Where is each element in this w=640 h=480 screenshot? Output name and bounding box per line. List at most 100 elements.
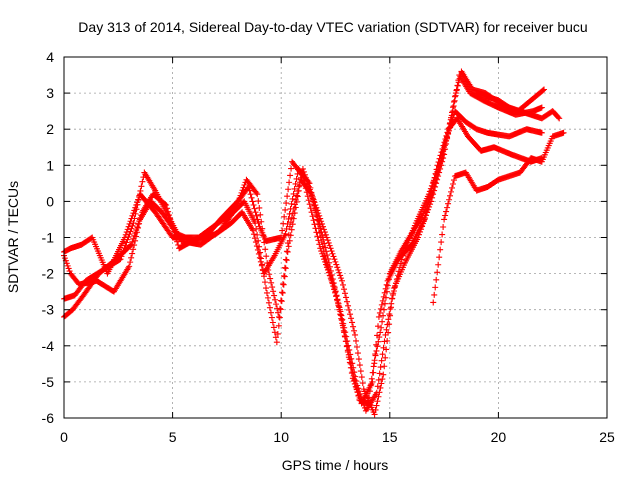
- data-point: [258, 255, 265, 262]
- data-point: [277, 306, 284, 313]
- data-point: [232, 205, 239, 212]
- data-point: [132, 210, 139, 217]
- data-point: [322, 244, 329, 251]
- data-point: [138, 212, 145, 219]
- data-point: [138, 183, 145, 190]
- data-point: [126, 263, 133, 270]
- data-point: [330, 280, 337, 287]
- data-point: [448, 114, 455, 121]
- data-point: [325, 259, 332, 266]
- data-point: [258, 218, 265, 225]
- y-tick-label: 0: [46, 193, 54, 209]
- data-point: [350, 323, 357, 330]
- data-point: [375, 376, 382, 383]
- data-point: [255, 237, 262, 244]
- data-point: [450, 177, 457, 184]
- data-point: [253, 212, 260, 219]
- data-point: [282, 206, 289, 213]
- data-point: [278, 298, 285, 305]
- data-point: [342, 290, 349, 297]
- data-point: [371, 411, 378, 418]
- data-point: [251, 235, 258, 242]
- data-point: [293, 175, 300, 182]
- data-point: [247, 191, 254, 198]
- data-point: [236, 195, 243, 202]
- x-axis-label: GPS time / hours: [282, 457, 389, 473]
- data-point: [538, 129, 545, 136]
- data-point: [423, 212, 430, 219]
- data-point: [432, 183, 439, 190]
- data-point: [282, 230, 289, 237]
- data-point: [442, 146, 449, 153]
- data-series: [61, 68, 567, 418]
- data-point: [299, 165, 306, 172]
- data-point: [331, 256, 338, 263]
- data-point: [328, 248, 335, 255]
- data-point: [430, 177, 437, 184]
- data-point: [358, 374, 365, 381]
- data-point: [436, 169, 443, 176]
- data-point: [427, 185, 434, 192]
- data-point: [285, 186, 292, 193]
- data-point: [285, 231, 292, 238]
- data-point: [376, 370, 383, 377]
- data-point: [441, 216, 448, 223]
- data-point: [436, 254, 443, 261]
- data-point: [337, 308, 344, 315]
- data-point: [347, 311, 354, 318]
- data-point: [315, 217, 322, 224]
- data-point: [293, 192, 300, 199]
- data-point: [319, 232, 326, 239]
- data-point: [382, 354, 389, 361]
- data-point: [338, 275, 345, 282]
- data-point: [446, 125, 453, 132]
- data-point: [262, 246, 269, 253]
- data-point: [286, 223, 293, 230]
- data-point: [312, 206, 319, 213]
- data-point: [125, 233, 132, 240]
- data-point: [130, 235, 137, 242]
- data-point: [452, 90, 459, 97]
- data-point: [254, 231, 261, 238]
- data-point: [343, 333, 350, 340]
- data-point: [323, 234, 330, 241]
- data-point: [305, 197, 312, 204]
- data-point: [433, 180, 440, 187]
- data-point: [296, 179, 303, 186]
- data-point: [317, 225, 324, 232]
- data-point: [377, 329, 384, 336]
- data-point: [378, 301, 385, 308]
- data-point: [450, 98, 457, 105]
- data-point: [355, 385, 362, 392]
- data-point: [425, 206, 432, 213]
- data-point: [266, 304, 273, 311]
- data-point: [132, 229, 139, 236]
- data-point: [424, 209, 431, 216]
- data-point: [555, 114, 562, 121]
- data-point: [286, 210, 293, 217]
- data-point: [351, 327, 358, 334]
- data-point: [429, 194, 436, 201]
- data-point: [173, 235, 180, 242]
- data-point: [235, 197, 242, 204]
- data-point: [263, 253, 270, 260]
- data-point: [251, 205, 258, 212]
- data-point: [322, 231, 329, 238]
- x-tick-label: 10: [273, 429, 289, 445]
- data-point: [373, 402, 380, 409]
- data-point: [456, 75, 463, 82]
- data-point: [381, 363, 388, 370]
- data-point: [260, 267, 267, 274]
- data-point: [374, 332, 381, 339]
- data-point: [270, 288, 277, 295]
- data-point: [271, 292, 278, 299]
- data-point: [249, 198, 256, 205]
- data-point: [357, 390, 364, 397]
- data-point: [332, 288, 339, 295]
- data-point: [375, 323, 382, 330]
- data-point: [250, 231, 257, 238]
- data-point: [375, 313, 382, 320]
- data-point: [283, 200, 290, 207]
- data-point: [379, 351, 386, 358]
- data-point: [379, 318, 386, 325]
